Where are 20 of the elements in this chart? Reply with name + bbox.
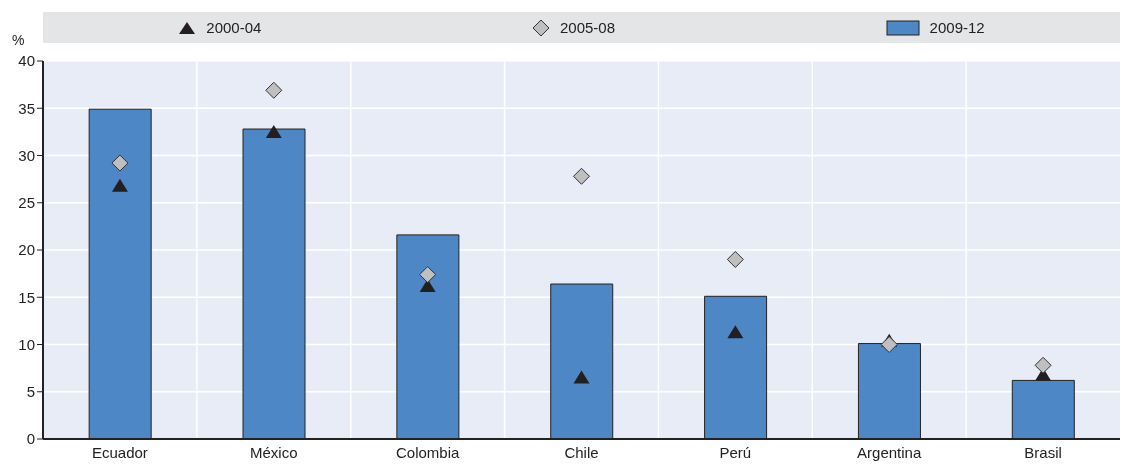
x-tick-label: México bbox=[250, 443, 298, 461]
legend-label: 2005-08 bbox=[559, 19, 616, 36]
x-tick-label: Colombia bbox=[395, 443, 460, 461]
legend-label: 2009-12 bbox=[929, 19, 985, 36]
x-tick-label: Chile bbox=[564, 443, 599, 461]
x-tick-label: Perú bbox=[719, 443, 752, 461]
y-tick-label: 30 bbox=[18, 146, 35, 164]
y-tick-label: 15 bbox=[18, 288, 35, 306]
x-tick-label: Ecuador bbox=[91, 443, 148, 461]
y-axis-title: % bbox=[12, 32, 25, 48]
y-tick-label: 35 bbox=[18, 99, 35, 117]
legend-label: 2000-04 bbox=[206, 19, 262, 36]
y-tick-label: 0 bbox=[26, 430, 35, 448]
y-tick-label: 40 bbox=[18, 52, 35, 70]
y-tick-label: 5 bbox=[26, 383, 35, 401]
y-tick-label: 25 bbox=[18, 194, 35, 212]
y-tick-label: 10 bbox=[18, 335, 35, 353]
y-tick-label: 20 bbox=[18, 241, 35, 259]
x-tick-label: Brasil bbox=[1024, 443, 1062, 461]
x-tick-label: Argentina bbox=[857, 443, 922, 461]
